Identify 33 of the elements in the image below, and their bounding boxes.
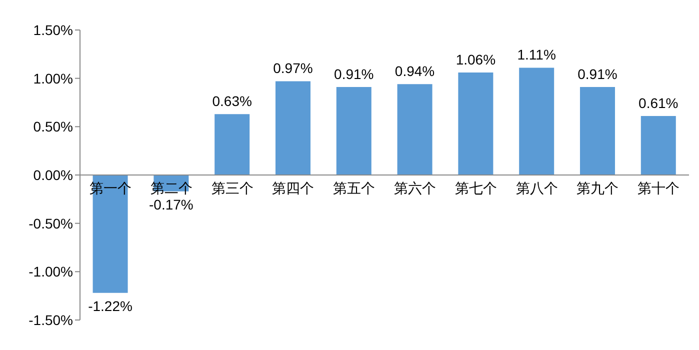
data-label: 0.94% xyxy=(394,63,435,80)
y-tick-label: 1.00% xyxy=(33,70,73,86)
bar xyxy=(519,68,554,175)
data-label: -0.17% xyxy=(149,196,194,212)
y-tick-label: -1.00% xyxy=(28,264,73,280)
x-tick-label: 第四个 xyxy=(272,181,314,197)
x-tick-label: 第五个 xyxy=(333,181,376,197)
bar xyxy=(214,114,250,175)
x-tick-label: 第三个 xyxy=(211,181,254,197)
y-tick-label: 1.50% xyxy=(33,22,73,38)
data-label: 0.91% xyxy=(578,66,618,82)
data-label: 0.97% xyxy=(273,60,313,76)
y-tick-label: 0.50% xyxy=(33,118,73,135)
x-tick-label: 第六个 xyxy=(394,181,436,197)
bar xyxy=(640,116,676,175)
data-label: 0.91% xyxy=(334,66,374,82)
y-tick-label: -1.50% xyxy=(28,312,73,328)
bar xyxy=(336,87,372,175)
data-label: -1.22% xyxy=(88,298,132,314)
y-tick-label: 0.00% xyxy=(33,166,73,183)
x-tick-label: 第七个 xyxy=(454,181,497,197)
bar xyxy=(458,72,494,175)
data-label: 0.63% xyxy=(212,93,252,110)
bar xyxy=(275,81,310,175)
bar xyxy=(580,87,615,175)
data-label: 1.06% xyxy=(456,52,496,68)
bar xyxy=(397,84,432,175)
x-tick-label: 第九个 xyxy=(576,181,619,197)
x-tick-label: 第十个 xyxy=(638,181,680,197)
data-label: 0.61% xyxy=(638,95,678,112)
data-label: 1.11% xyxy=(517,46,556,63)
x-tick-label: 第八个 xyxy=(516,181,558,197)
y-tick-label: -0.50% xyxy=(28,215,73,232)
